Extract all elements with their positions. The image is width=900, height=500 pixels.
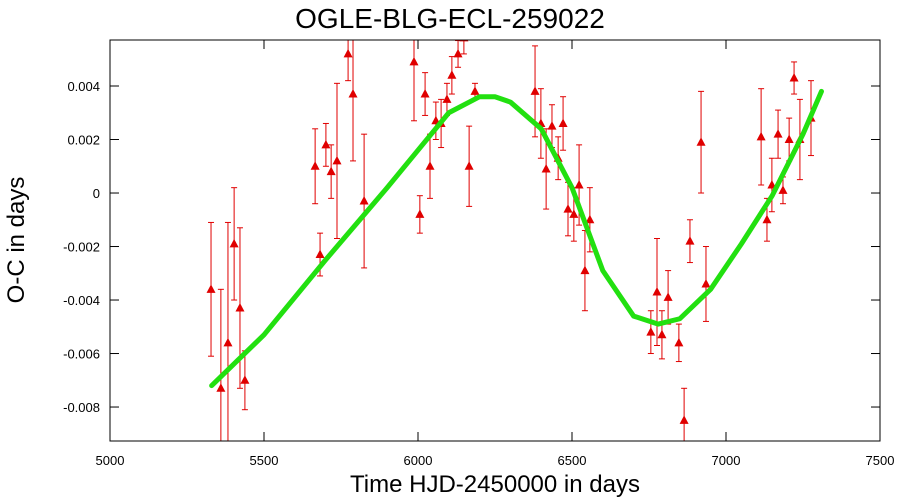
data-point [784, 134, 794, 144]
data-point [223, 337, 233, 347]
x-tick-label: 5500 [250, 453, 279, 468]
y-tick-label: 0.002 [67, 133, 100, 148]
data-point [447, 70, 457, 79]
data-point [321, 139, 331, 149]
data-point [415, 209, 425, 218]
x-axis-label: Time HJD-2450000 in days [350, 471, 640, 498]
data-point [206, 284, 216, 293]
data-point [652, 286, 662, 296]
data-point [216, 383, 226, 392]
data-point [315, 249, 325, 259]
data-point [530, 86, 540, 95]
y-tick-label: 0.004 [67, 79, 100, 94]
x-tick-label: 6000 [404, 453, 433, 468]
data-point [585, 214, 595, 224]
y-tick-label: -0.002 [63, 240, 100, 255]
data-point [332, 155, 342, 165]
x-tick-label: 7000 [712, 453, 741, 468]
data-point [558, 118, 568, 127]
plot-area [206, 40, 824, 441]
chart-title: OGLE-BLG-ECL-259022 [295, 3, 605, 34]
data-point [310, 161, 320, 170]
data-point [663, 292, 673, 301]
fit-line [209, 88, 824, 389]
data-point [773, 129, 783, 138]
data-point [696, 137, 706, 146]
data-point [701, 278, 711, 288]
data-point [756, 131, 766, 141]
data-point [569, 209, 579, 218]
data-point [778, 185, 788, 194]
data-point [464, 161, 474, 170]
x-tick-label: 7500 [866, 453, 895, 468]
plot-frame [109, 39, 881, 442]
y-tick-label: 0 [93, 186, 100, 201]
data-point [409, 56, 419, 66]
data-point [425, 161, 435, 170]
x-tick-label: 5000 [96, 453, 125, 468]
y-tick-label: -0.006 [63, 347, 100, 362]
data-point [470, 86, 480, 95]
data-point [580, 265, 590, 275]
data-point [442, 94, 452, 103]
data-point [762, 214, 772, 224]
data-point [235, 303, 245, 312]
data-point [685, 236, 695, 245]
y-axis-label: O-C in days [3, 177, 30, 304]
data-point [574, 179, 584, 189]
data-point [453, 48, 463, 58]
y-tick-label: -0.004 [63, 293, 100, 308]
data-point [326, 166, 336, 176]
data-point [343, 48, 353, 58]
data-point [563, 204, 573, 213]
x-tick-label: 6500 [558, 453, 587, 468]
data-point [547, 121, 557, 130]
data-point [240, 375, 250, 384]
data-point [229, 238, 239, 248]
data-point [420, 89, 430, 98]
data-point [646, 327, 656, 336]
y-tick-label: -0.008 [63, 400, 100, 415]
data-point [679, 415, 689, 424]
data-point [674, 337, 684, 347]
data-point [789, 72, 799, 82]
data-point [657, 329, 667, 339]
data-point [359, 196, 369, 205]
data-point [348, 89, 358, 98]
data-point [541, 163, 551, 173]
